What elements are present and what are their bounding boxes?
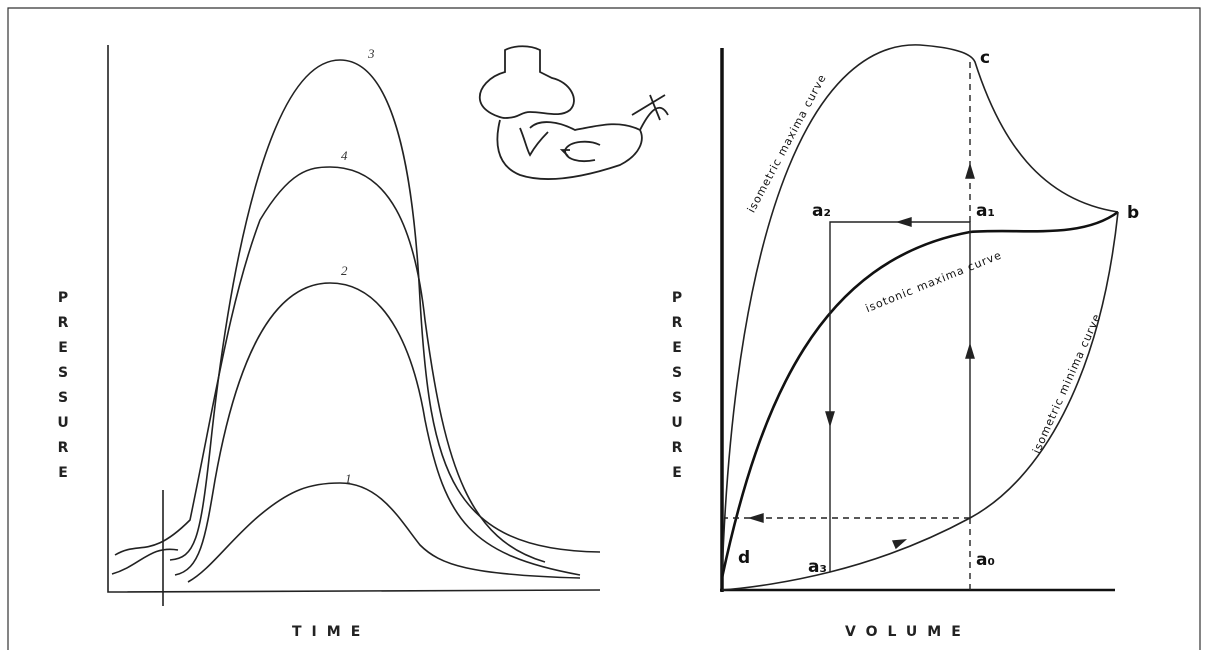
isometric-maxima — [721, 44, 1119, 579]
curve-label: isometric minima curve — [1030, 311, 1104, 455]
pressure-curves — [111, 59, 601, 583]
curve-label: isometric maxima curve — [745, 72, 829, 215]
y-axis-label: PRESSURE — [55, 290, 71, 490]
x-axis-label: VOLUME — [845, 624, 971, 640]
cycle-lines — [725, 62, 975, 590]
right-axes — [720, 48, 1115, 592]
curve-label: isotonic maxima curve — [864, 248, 1004, 315]
x-axis-label: TIME — [292, 624, 371, 640]
curve-number: 1 — [345, 471, 352, 486]
curve-number: 3 — [367, 46, 375, 61]
isometric-minima — [721, 211, 1119, 591]
point-label: a₁ — [976, 201, 995, 221]
point-label: c — [980, 48, 990, 68]
point-label: a₀ — [976, 550, 995, 570]
y-axis-label: PRESSURE — [669, 290, 685, 490]
heart-sketch — [478, 45, 669, 181]
frame — [7, 7, 1201, 650]
curve-number: 2 — [341, 263, 348, 278]
isotonic-maxima — [720, 210, 1119, 579]
left-axes — [107, 45, 601, 606]
curve-number: 4 — [341, 148, 348, 163]
point-label: a₃ — [808, 557, 827, 577]
point-label: d — [738, 548, 750, 568]
point-label: b — [1127, 203, 1139, 223]
point-label: a₂ — [812, 201, 831, 221]
